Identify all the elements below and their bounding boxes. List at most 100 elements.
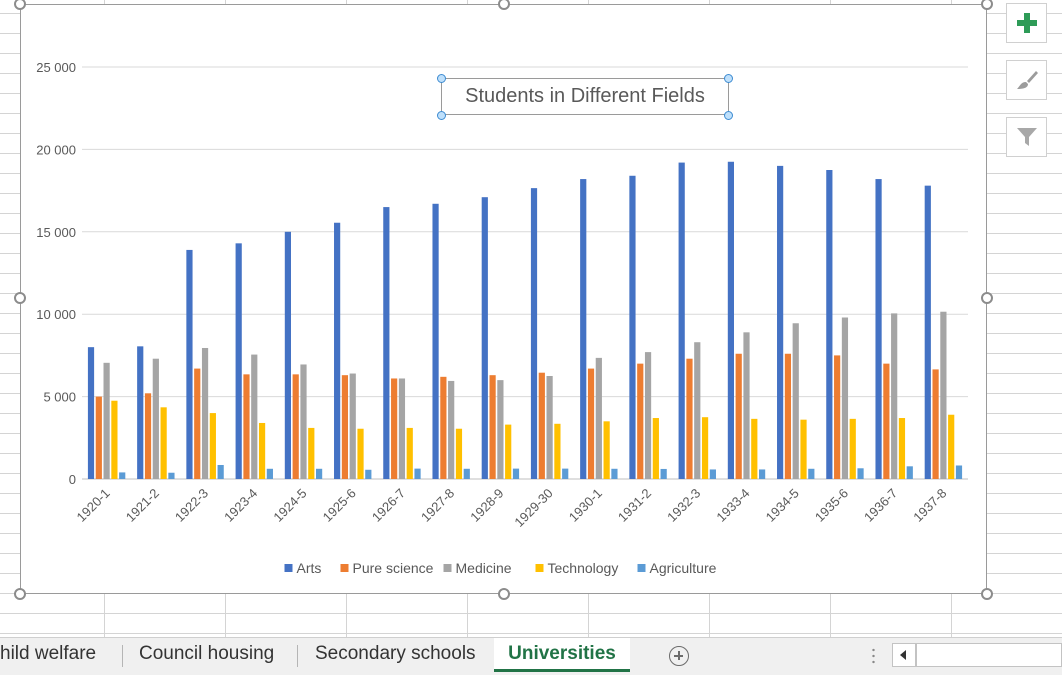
tab-split-handle-icon[interactable]	[872, 647, 875, 665]
bar-pure-science	[194, 368, 201, 479]
bar-technology	[455, 428, 463, 479]
tab-divider	[297, 645, 298, 667]
sheet-tab-secondary-schools[interactable]: Secondary schools	[315, 643, 476, 664]
bar-arts	[875, 179, 882, 479]
bar-technology	[701, 417, 709, 479]
bar-arts	[432, 203, 439, 479]
bar-agriculture	[512, 468, 520, 479]
chart-resize-handle[interactable]	[981, 0, 993, 10]
bar-medicine	[349, 373, 356, 479]
bar-pure-science	[883, 363, 890, 479]
bar-agriculture	[217, 464, 224, 479]
y-tick-label: 10 000	[36, 307, 76, 322]
chart-filters-button[interactable]	[1006, 117, 1047, 157]
title-selection-handle[interactable]	[437, 111, 446, 120]
bar-agriculture	[611, 468, 618, 479]
bar-arts	[777, 165, 784, 479]
bar-pure-science	[144, 393, 152, 479]
bar-agriculture	[168, 472, 175, 479]
bar-medicine	[103, 362, 110, 479]
bar-medicine	[300, 364, 307, 479]
sheet-tab-council-housing[interactable]: Council housing	[139, 643, 275, 664]
bar-arts	[826, 170, 833, 479]
bar-medicine	[891, 313, 898, 479]
x-tick-label: 1923-4	[221, 486, 260, 525]
bar-arts	[334, 222, 341, 479]
bar-pure-science	[489, 375, 496, 479]
bar-pure-science	[440, 376, 447, 479]
chart-resize-handle[interactable]	[981, 588, 993, 600]
bar-agriculture	[365, 469, 372, 479]
bar-medicine	[497, 380, 504, 479]
x-tick-label: 1931-2	[615, 486, 654, 525]
bar-pure-science	[784, 353, 792, 479]
x-tick-label: 1920-1	[73, 486, 112, 525]
chart-title[interactable]: Students in Different Fields	[465, 85, 705, 107]
x-tick-label: 1936-7	[861, 486, 900, 525]
bar-medicine	[201, 347, 209, 479]
bar-technology	[406, 427, 413, 479]
chart-resize-handle[interactable]	[14, 588, 26, 600]
y-tick-label: 5 000	[43, 390, 76, 405]
x-tick-label: 1929-30	[511, 486, 555, 530]
chart-styles-button[interactable]	[1006, 60, 1047, 100]
bar-medicine	[595, 357, 602, 479]
bar-agriculture	[759, 469, 766, 479]
y-tick-label: 25 000	[36, 60, 76, 75]
bar-technology	[505, 424, 512, 479]
bar-pure-science	[292, 374, 299, 479]
bar-agriculture	[266, 468, 273, 479]
bar-technology	[209, 413, 216, 479]
bar-pure-science	[735, 353, 742, 479]
bar-agriculture	[463, 468, 470, 479]
bar-medicine	[841, 317, 849, 479]
bar-agriculture	[119, 472, 126, 479]
bar-arts	[383, 207, 390, 479]
legend-swatch	[535, 564, 544, 572]
bar-medicine	[743, 332, 750, 479]
bar-medicine	[448, 380, 455, 479]
y-tick-label: 20 000	[36, 142, 76, 157]
scroll-left-button[interactable]	[892, 643, 916, 667]
bar-arts	[629, 175, 636, 479]
bar-arts	[924, 185, 931, 479]
x-tick-label: 1924-5	[270, 486, 309, 525]
chart-resize-handle[interactable]	[498, 0, 510, 10]
bar-pure-science	[637, 363, 644, 479]
x-tick-label: 1926-7	[369, 486, 408, 525]
chart-resize-handle[interactable]	[14, 292, 26, 304]
bar-arts	[235, 243, 242, 479]
legend-label: Technology	[548, 560, 619, 576]
sheet-tab-child-welfare[interactable]: hild welfare	[0, 643, 97, 664]
bar-arts	[481, 197, 488, 479]
x-tick-label: 1934-5	[763, 486, 802, 525]
bar-pure-science	[391, 378, 398, 479]
bar-medicine	[694, 342, 701, 479]
x-tick-label: 1921-2	[123, 486, 162, 525]
bar-pure-science	[341, 375, 349, 479]
plus-icon	[1016, 13, 1037, 33]
bar-arts	[284, 231, 291, 479]
title-selection-handle[interactable]	[724, 111, 733, 120]
bar-medicine	[251, 354, 258, 479]
bar-agriculture	[316, 468, 323, 479]
bar-technology	[751, 418, 758, 479]
chart-resize-handle[interactable]	[498, 588, 510, 600]
filter-icon	[1016, 128, 1037, 146]
sheet-tab-universities[interactable]: Universities	[494, 638, 630, 672]
horizontal-scrollbar[interactable]	[916, 643, 1062, 667]
bar-arts	[580, 179, 587, 479]
bar-pure-science	[95, 396, 102, 479]
bar-agriculture	[906, 466, 913, 479]
bar-medicine	[398, 378, 406, 479]
x-tick-label: 1922-3	[172, 486, 211, 525]
title-selection-handle[interactable]	[437, 74, 446, 83]
title-selection-handle[interactable]	[724, 74, 733, 83]
chart-resize-handle[interactable]	[14, 0, 26, 10]
bar-medicine	[940, 311, 947, 479]
add-sheet-icon[interactable]	[669, 646, 689, 666]
chart-title-box[interactable]: Students in Different Fields	[441, 78, 729, 115]
chart-resize-handle[interactable]	[981, 292, 993, 304]
chart-elements-button[interactable]	[1006, 3, 1047, 43]
y-tick-label: 15 000	[36, 225, 76, 240]
